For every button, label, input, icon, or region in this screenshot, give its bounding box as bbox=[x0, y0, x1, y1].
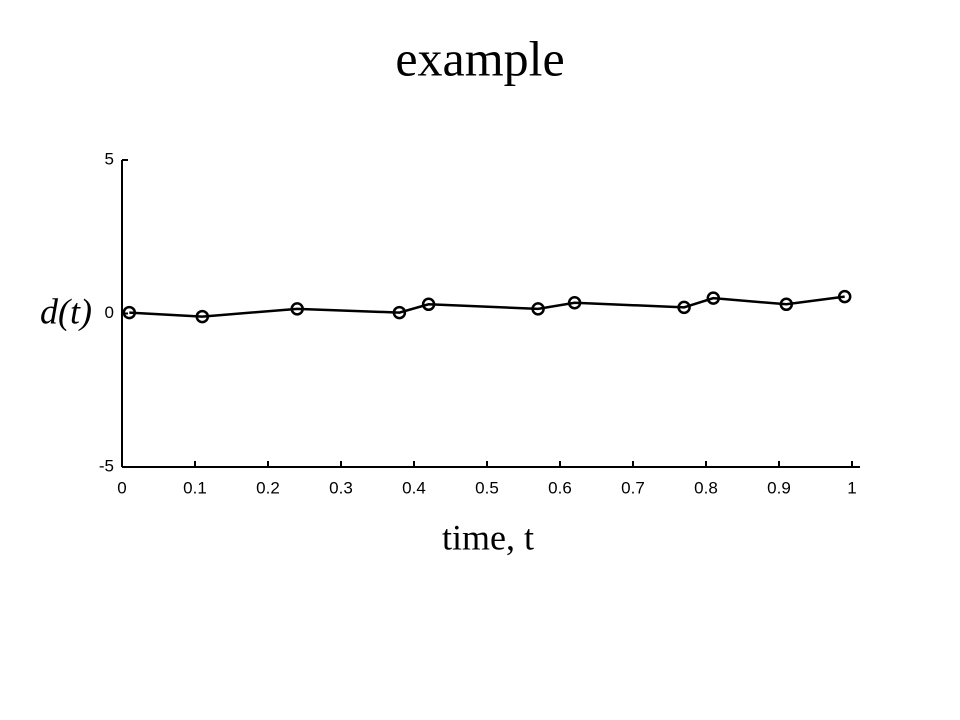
x-tick-label: 0 bbox=[117, 478, 126, 497]
x-tick-label: 0.8 bbox=[694, 478, 718, 497]
data-point bbox=[392, 305, 407, 320]
x-tick-label: 0.9 bbox=[767, 478, 791, 497]
data-point bbox=[677, 300, 691, 315]
x-tick-label: 0.3 bbox=[329, 478, 353, 497]
x-axis-label: time, t bbox=[442, 517, 534, 557]
x-tick-label: 0.5 bbox=[475, 478, 499, 497]
data-point bbox=[706, 291, 721, 305]
data-point bbox=[531, 302, 545, 316]
y-axis-label: d(t) bbox=[40, 291, 92, 331]
data-point bbox=[837, 289, 852, 304]
data-point bbox=[122, 305, 137, 320]
y-tick-label: 5 bbox=[105, 149, 114, 168]
data-point bbox=[567, 296, 582, 310]
x-tick-label: 0.6 bbox=[548, 478, 572, 497]
x-tick-label: 0.4 bbox=[402, 478, 426, 497]
x-tick-label: 0.7 bbox=[621, 478, 645, 497]
x-tick-label: 1 bbox=[847, 478, 856, 497]
y-tick-label: -5 bbox=[99, 456, 114, 475]
x-tick-label: 0.2 bbox=[256, 478, 280, 497]
x-tick-label: 0.1 bbox=[183, 478, 207, 497]
data-point bbox=[779, 297, 794, 312]
data-point bbox=[195, 309, 210, 324]
y-tick-label: 0 bbox=[105, 303, 114, 322]
data-point bbox=[290, 302, 304, 316]
chart-title: example bbox=[395, 30, 564, 86]
data-line bbox=[129, 295, 845, 318]
data-point bbox=[421, 297, 436, 312]
